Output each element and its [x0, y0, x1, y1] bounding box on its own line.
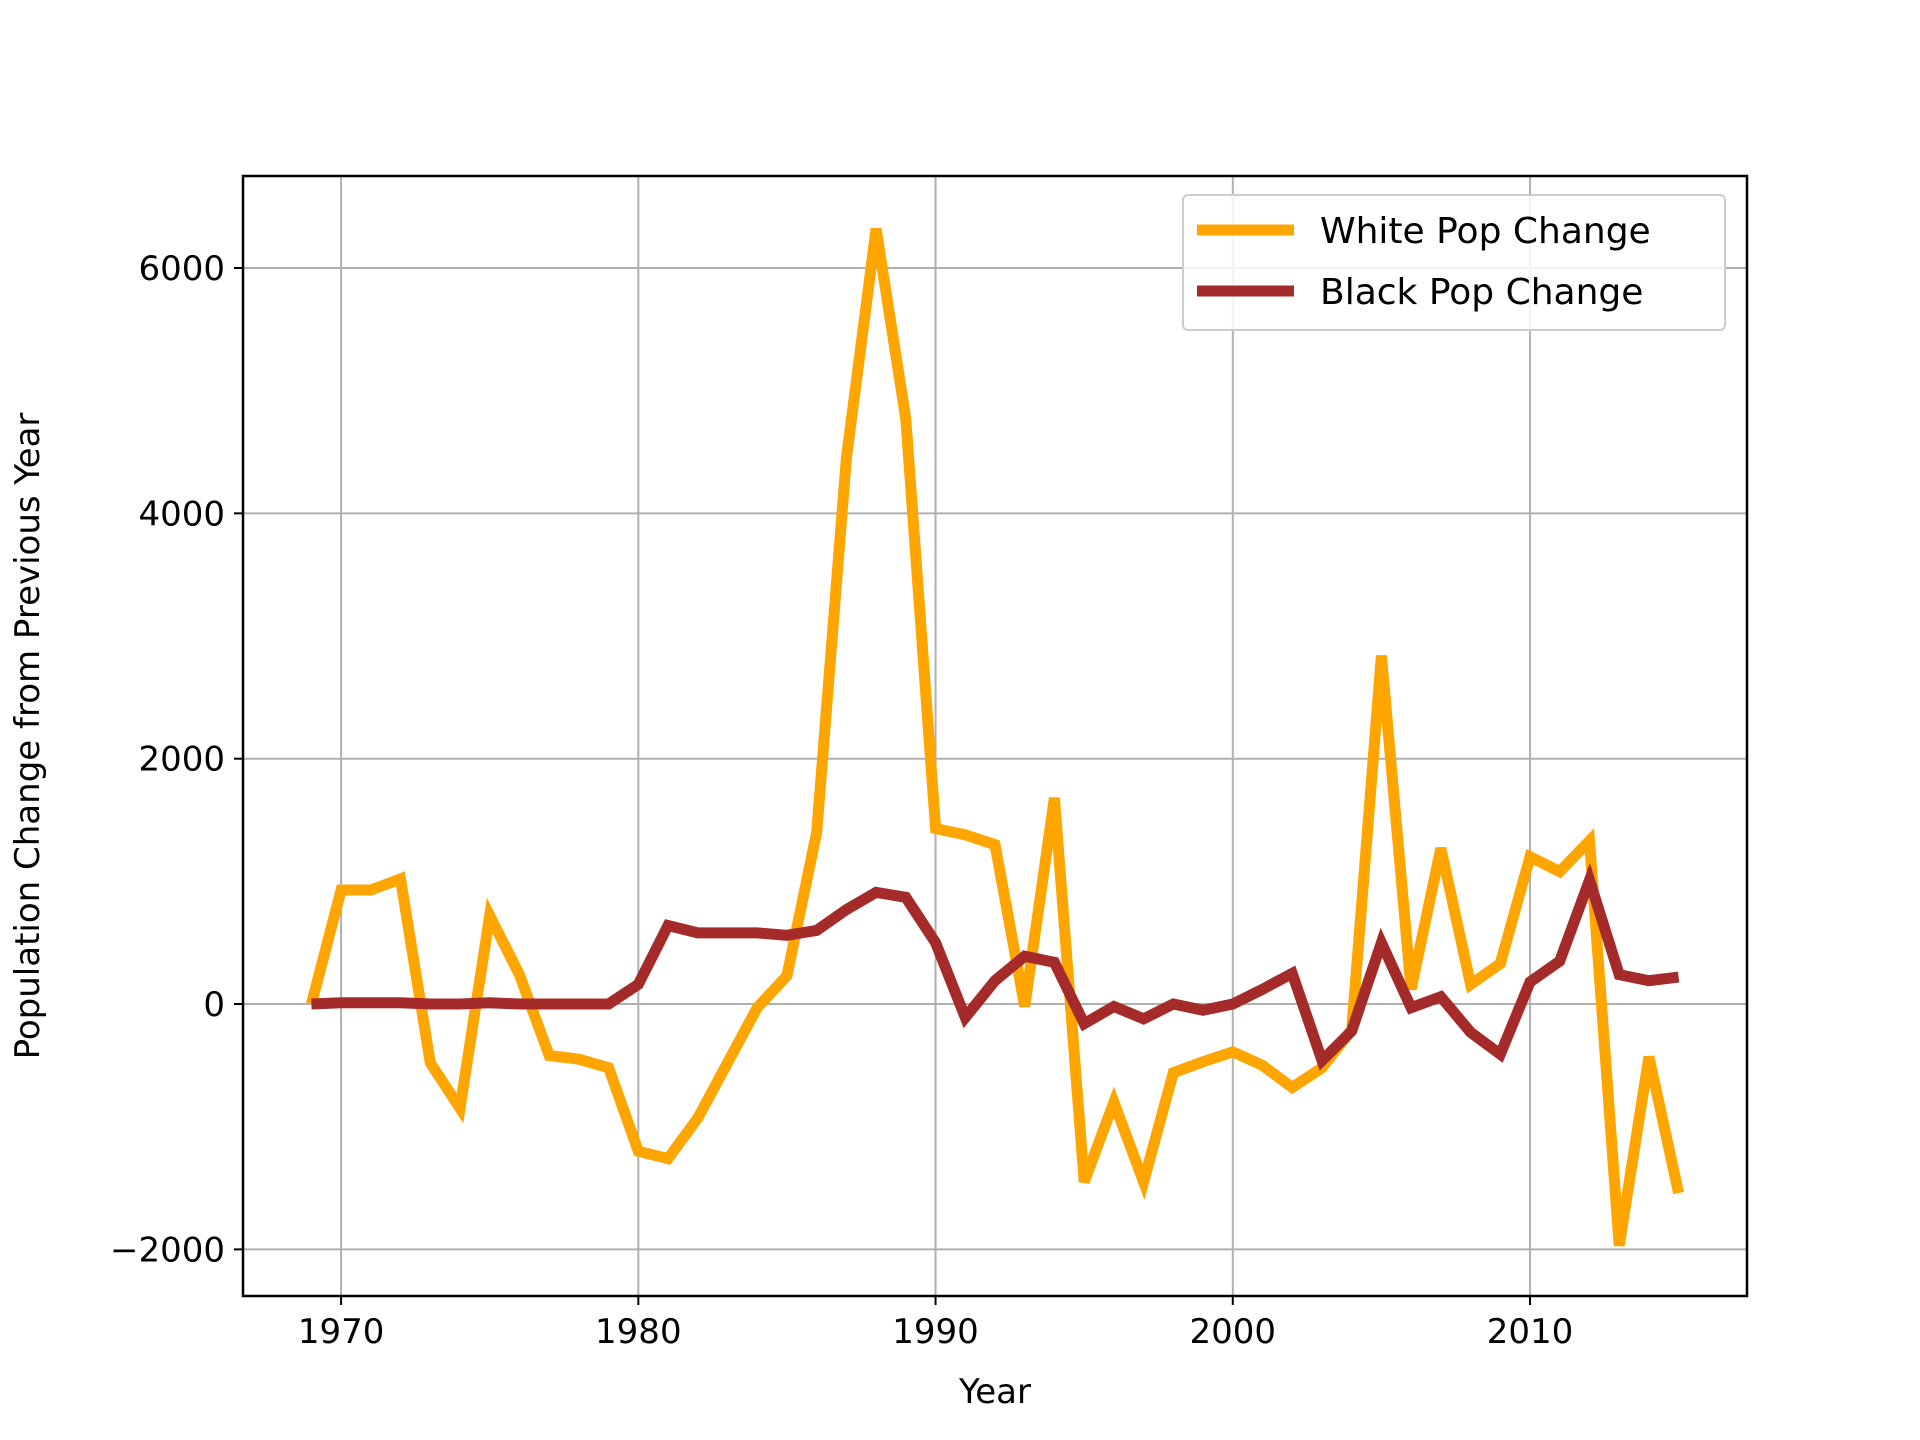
series-lines	[306, 227, 1684, 1247]
axis-ticks: 1970 1980 1990 2000 2010 −2000 0 2000 4000 6000	[110, 249, 1573, 1352]
legend-label-white: White Pop Change	[1320, 211, 1651, 252]
y-tick-label: 4000	[138, 494, 225, 534]
plot-area-frame	[241, 174, 1749, 1298]
x-tick-label: 1970	[298, 1312, 385, 1352]
legend: White Pop Change Black Pop Change	[1182, 194, 1726, 331]
legend-label-black: Black Pop Change	[1320, 272, 1643, 313]
y-axis-label: Population Change from Previous Year	[8, 413, 48, 1060]
x-tick-label: 1980	[595, 1312, 682, 1352]
grid-lines	[243, 176, 1747, 1296]
series-line-white	[306, 227, 1684, 1247]
x-tick-label: 2000	[1190, 1312, 1277, 1352]
y-tick-label: 6000	[138, 249, 225, 289]
y-tick-label: 0	[203, 985, 225, 1025]
x-tick-label: 1990	[892, 1312, 979, 1352]
x-tick-label: 2010	[1487, 1312, 1574, 1352]
x-axis-label: Year	[958, 1372, 1031, 1412]
y-tick-label: 2000	[138, 740, 225, 780]
series-line-black	[311, 863, 1680, 1071]
legend-frame	[1182, 194, 1726, 331]
y-tick-label: −2000	[110, 1230, 225, 1270]
